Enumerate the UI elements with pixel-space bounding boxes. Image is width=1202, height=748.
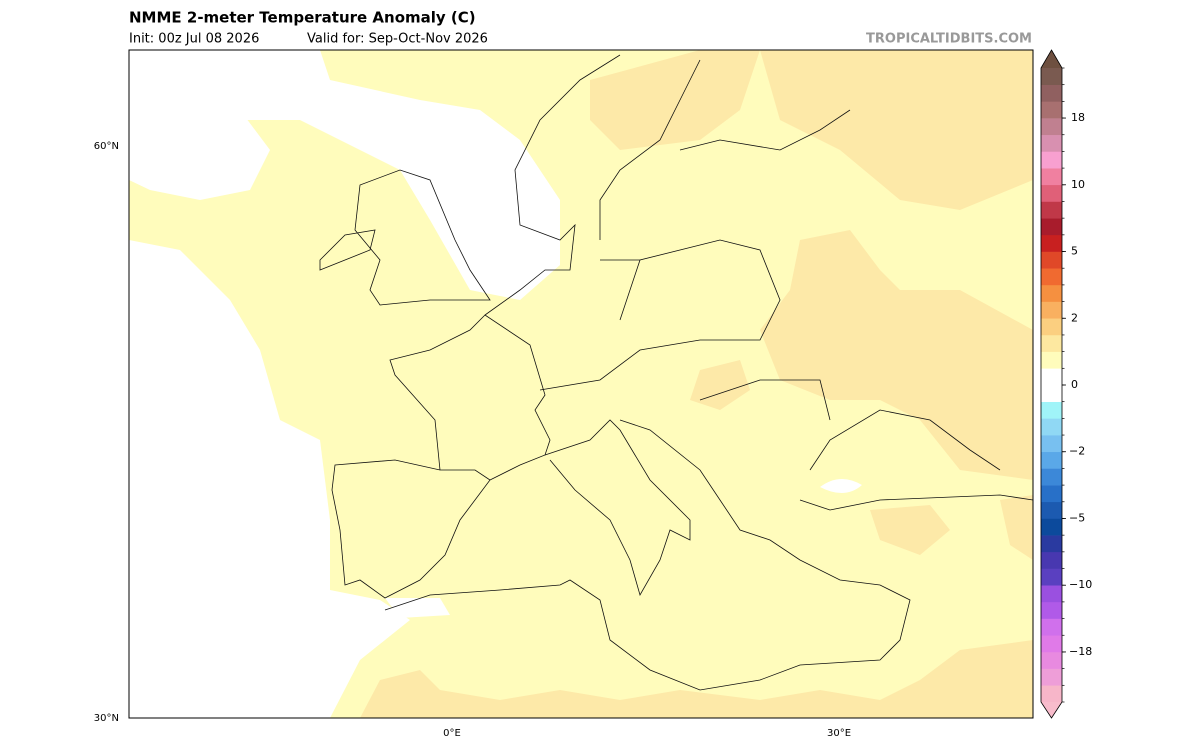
source-label: TROPICALTIDBITS.COM bbox=[866, 32, 1032, 47]
colorbar-tick-label: −18 bbox=[1069, 645, 1092, 658]
coastline bbox=[484, 54, 851, 316]
coastline bbox=[384, 419, 911, 691]
colorbar-segment bbox=[1041, 184, 1062, 202]
warm-patch bbox=[590, 50, 760, 150]
colorbar-segment bbox=[1041, 551, 1062, 569]
colorbar-segment bbox=[1041, 118, 1062, 136]
warm-patch bbox=[690, 360, 750, 410]
sea-white bbox=[129, 240, 410, 718]
lat-label: 60°N bbox=[94, 141, 119, 152]
sea-white bbox=[820, 478, 862, 494]
colorbar-segment bbox=[1041, 268, 1062, 286]
colorbar: 18 10 5 2 0 −2 −5 −10 −18 bbox=[1040, 49, 1092, 719]
colorbar-segment bbox=[1041, 668, 1062, 686]
colorbar-segment bbox=[1041, 568, 1062, 586]
sea-white bbox=[129, 50, 270, 200]
colorbar-segment bbox=[1041, 368, 1062, 386]
coastline bbox=[799, 409, 1033, 511]
colorbar-segment bbox=[1041, 301, 1062, 319]
colorbar-segment bbox=[1041, 68, 1062, 85]
colorbar-segment bbox=[1041, 201, 1062, 219]
colorbar-segment bbox=[1041, 334, 1062, 352]
colorbar-segment bbox=[1041, 151, 1062, 169]
colorbar-segment bbox=[1041, 351, 1062, 369]
map: 60°N 30°N 0°E 30°E bbox=[94, 49, 1034, 739]
coastline bbox=[389, 314, 551, 481]
colorbar-tick-label: 10 bbox=[1071, 178, 1085, 191]
colorbar-tick-label: −2 bbox=[1069, 445, 1085, 458]
colorbar-segment bbox=[1041, 468, 1062, 486]
lon-label: 0°E bbox=[443, 728, 461, 739]
colorbar-segment bbox=[1041, 601, 1062, 619]
colorbar-tick-label: 18 bbox=[1071, 111, 1085, 124]
colorbar-segment bbox=[1041, 485, 1062, 503]
colorbar-segment bbox=[1041, 501, 1062, 519]
init-label: Init: 00z Jul 08 2026 bbox=[129, 32, 259, 47]
colorbar-tick-label: −5 bbox=[1069, 511, 1085, 524]
colorbar-segment bbox=[1041, 435, 1062, 453]
colorbar-segment bbox=[1041, 101, 1062, 119]
colorbar-segment bbox=[1041, 218, 1062, 236]
warm-patch bbox=[360, 640, 1033, 718]
colorbar-segment bbox=[1041, 635, 1062, 653]
colorbar-segment bbox=[1041, 168, 1062, 186]
colorbar-tick-label: −10 bbox=[1069, 578, 1092, 591]
colorbar-segment bbox=[1041, 685, 1062, 703]
colorbar-segment bbox=[1041, 518, 1062, 536]
colorbar-tick-label: 5 bbox=[1071, 245, 1078, 258]
colorbar-segment bbox=[1041, 401, 1062, 419]
coastline bbox=[331, 459, 491, 599]
colorbar-segment bbox=[1041, 451, 1062, 469]
colorbar-over bbox=[1041, 50, 1062, 68]
colorbar-segment bbox=[1041, 651, 1062, 669]
colorbar-segment bbox=[1041, 535, 1062, 553]
warm-patch bbox=[760, 50, 1033, 210]
border bbox=[539, 239, 831, 421]
colorbar-tick-label: 2 bbox=[1071, 311, 1078, 324]
colorbar-segment bbox=[1041, 251, 1062, 269]
sea-white bbox=[385, 598, 450, 618]
colorbar-segment bbox=[1041, 84, 1062, 102]
colorbar-segment bbox=[1041, 585, 1062, 603]
title: NMME 2-meter Temperature Anomaly (C) bbox=[129, 9, 476, 27]
colorbar-segment bbox=[1041, 385, 1062, 402]
colorbar-tick-label: 0 bbox=[1071, 378, 1078, 391]
colorbar-segment bbox=[1041, 234, 1062, 252]
coastline bbox=[319, 229, 376, 271]
colorbar-segment bbox=[1041, 284, 1062, 302]
warm-patch bbox=[870, 495, 1033, 560]
warm-patch bbox=[760, 230, 1033, 480]
coastline bbox=[544, 419, 691, 597]
coastline bbox=[354, 169, 491, 306]
lat-label: 30°N bbox=[94, 713, 119, 724]
lon-label: 30°E bbox=[827, 728, 851, 739]
map-frame bbox=[128, 49, 1034, 719]
colorbar-segment bbox=[1041, 618, 1062, 636]
colorbar-segment bbox=[1041, 318, 1062, 336]
colorbar-segment bbox=[1041, 134, 1062, 152]
colorbar-under bbox=[1041, 702, 1062, 718]
valid-label: Valid for: Sep-Oct-Nov 2026 bbox=[307, 32, 488, 47]
colorbar-segment bbox=[1041, 418, 1062, 436]
